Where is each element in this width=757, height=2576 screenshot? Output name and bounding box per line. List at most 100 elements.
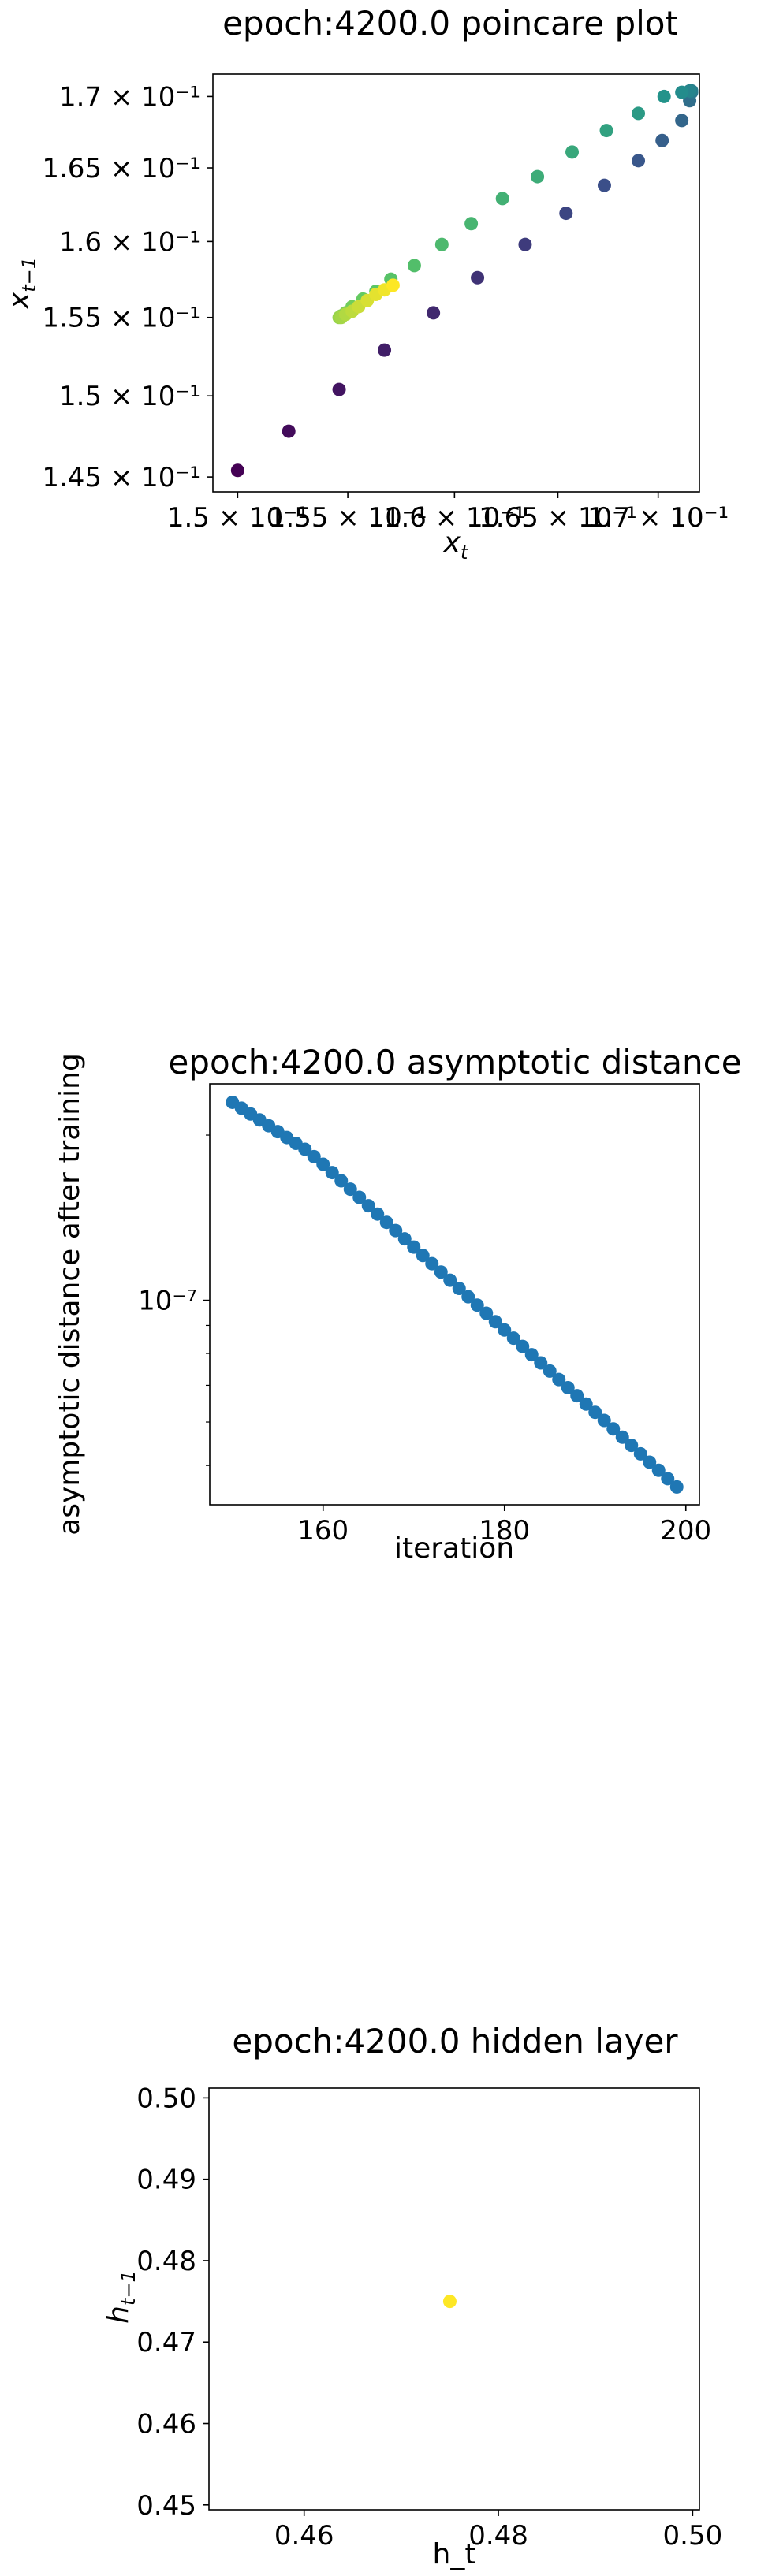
asymptotic-y-axis-label: asymptotic distance after training	[54, 1053, 86, 1536]
x-tick-label: 180	[479, 1515, 530, 1547]
asymptotic-points	[226, 1095, 684, 1494]
y-tick-label: 1.6 × 10⁻¹	[59, 226, 200, 258]
y-tick-label: 1.7 × 10⁻¹	[59, 81, 200, 113]
x-tick-label: 160	[297, 1515, 349, 1547]
asymptotic-x-ticks: 160 180 200	[297, 1505, 711, 1547]
hidden-points	[442, 2295, 457, 2309]
data-point	[570, 1389, 584, 1403]
data-point	[442, 2295, 457, 2309]
y-tick-label: 0.49	[136, 2165, 196, 2196]
data-point	[633, 1446, 647, 1461]
data-point	[307, 1149, 321, 1163]
data-point	[332, 382, 346, 396]
data-point	[506, 1331, 520, 1346]
data-point	[282, 424, 296, 438]
data-point	[643, 1455, 657, 1469]
data-point	[378, 343, 392, 357]
poincare-x-axis-label: xt	[443, 527, 469, 564]
x-tick-label: 200	[660, 1515, 711, 1547]
data-point	[464, 217, 479, 231]
data-point	[352, 1190, 367, 1204]
data-point	[615, 1430, 629, 1444]
data-point	[407, 259, 421, 273]
data-point	[470, 1298, 484, 1312]
data-point	[655, 133, 669, 147]
data-point	[524, 1348, 539, 1362]
data-point	[651, 1463, 666, 1477]
data-point	[534, 1356, 548, 1370]
asymptotic-y-minor-ticks	[206, 1134, 210, 1466]
data-point	[386, 278, 400, 292]
data-point	[661, 1472, 675, 1486]
y-tick-label: 0.48	[136, 2246, 196, 2277]
hidden-layer-chart: epoch:4200.0 hidden layer 0.46 0.48 0.50 0…	[103, 2022, 722, 2570]
y-tick-label: 0.47	[136, 2327, 196, 2358]
data-point	[531, 169, 545, 184]
hidden-y-ticks: 0.45 0.46 0.47 0.48 0.49 0.50	[136, 2083, 209, 2522]
hidden-plot-frame	[208, 2087, 700, 2511]
x-tick-label: 1.7 × 10⁻¹	[587, 502, 729, 534]
x-tick-label: 1.65 × 10⁻¹	[479, 502, 637, 534]
data-point	[632, 154, 646, 168]
poincare-plot-frame	[212, 73, 700, 493]
data-point	[471, 270, 485, 285]
x-tick-label: 1.5 × 10⁻¹	[167, 502, 308, 534]
data-point	[518, 237, 532, 251]
data-point	[559, 207, 573, 221]
y-tick-label: 0.46	[136, 2409, 196, 2440]
data-point	[552, 1372, 566, 1387]
y-tick-label: 0.45	[136, 2490, 196, 2522]
data-point	[230, 463, 244, 478]
data-point	[427, 306, 441, 320]
data-point	[675, 85, 689, 99]
data-point	[495, 192, 509, 206]
poincare-points	[230, 84, 699, 478]
data-point	[675, 114, 689, 128]
data-point	[379, 1215, 393, 1230]
data-point	[579, 1397, 593, 1411]
data-point	[588, 1405, 602, 1420]
y-tick-label: 10⁻⁷	[138, 1286, 197, 1317]
data-point	[632, 106, 646, 121]
data-point	[425, 1256, 439, 1271]
data-point	[543, 1364, 557, 1378]
data-point	[488, 1315, 502, 1329]
asymptotic-title: epoch:4200.0 asymptotic distance	[168, 1043, 741, 1081]
data-point	[597, 178, 611, 192]
poincare-title: epoch:4200.0 poincare plot	[222, 4, 678, 43]
data-point	[389, 1223, 403, 1238]
data-point	[479, 1306, 494, 1320]
data-point	[669, 1480, 684, 1494]
data-point	[298, 1142, 312, 1156]
data-point	[606, 1422, 621, 1436]
x-tick-label: 0.48	[468, 2520, 528, 2552]
data-point	[443, 1273, 457, 1287]
data-point	[498, 1323, 512, 1337]
y-tick-label: 0.50	[136, 2083, 196, 2114]
data-point	[397, 1232, 412, 1246]
data-point	[416, 1249, 430, 1263]
asymptotic-plot-frame	[209, 1083, 700, 1506]
data-point	[657, 89, 671, 103]
poincare-x-ticks: 1.5 × 10⁻¹1.55 × 10⁻¹1.6 × 10⁻¹1.65 × 10…	[167, 492, 729, 534]
x-tick-label: 1.55 × 10⁻¹	[269, 502, 427, 534]
data-point	[461, 1290, 475, 1304]
data-point	[434, 237, 449, 251]
x-tick-label: 1.6 × 10⁻¹	[384, 502, 525, 534]
asymptotic-x-axis-label: iteration	[394, 1532, 514, 1565]
data-point	[407, 1240, 421, 1254]
data-point	[343, 1182, 357, 1197]
hidden-x-axis-label: h_t	[433, 2538, 476, 2570]
data-point	[371, 1207, 385, 1221]
data-point	[452, 1282, 466, 1296]
asymptotic-y-ticks: 10⁻⁷	[138, 1286, 210, 1317]
data-point	[361, 1199, 375, 1213]
data-point	[625, 1439, 639, 1453]
hidden-title: epoch:4200.0 hidden layer	[232, 2022, 678, 2060]
data-point	[516, 1339, 530, 1353]
data-point	[599, 124, 613, 138]
x-tick-label: 0.46	[274, 2520, 334, 2552]
poincare-y-ticks: 1.45 × 10⁻¹ 1.5 × 10⁻¹ 1.55 × 10⁻¹ 1.6 × 10…	[42, 81, 213, 493]
y-tick-label: 1.45 × 10⁻¹	[42, 462, 200, 493]
